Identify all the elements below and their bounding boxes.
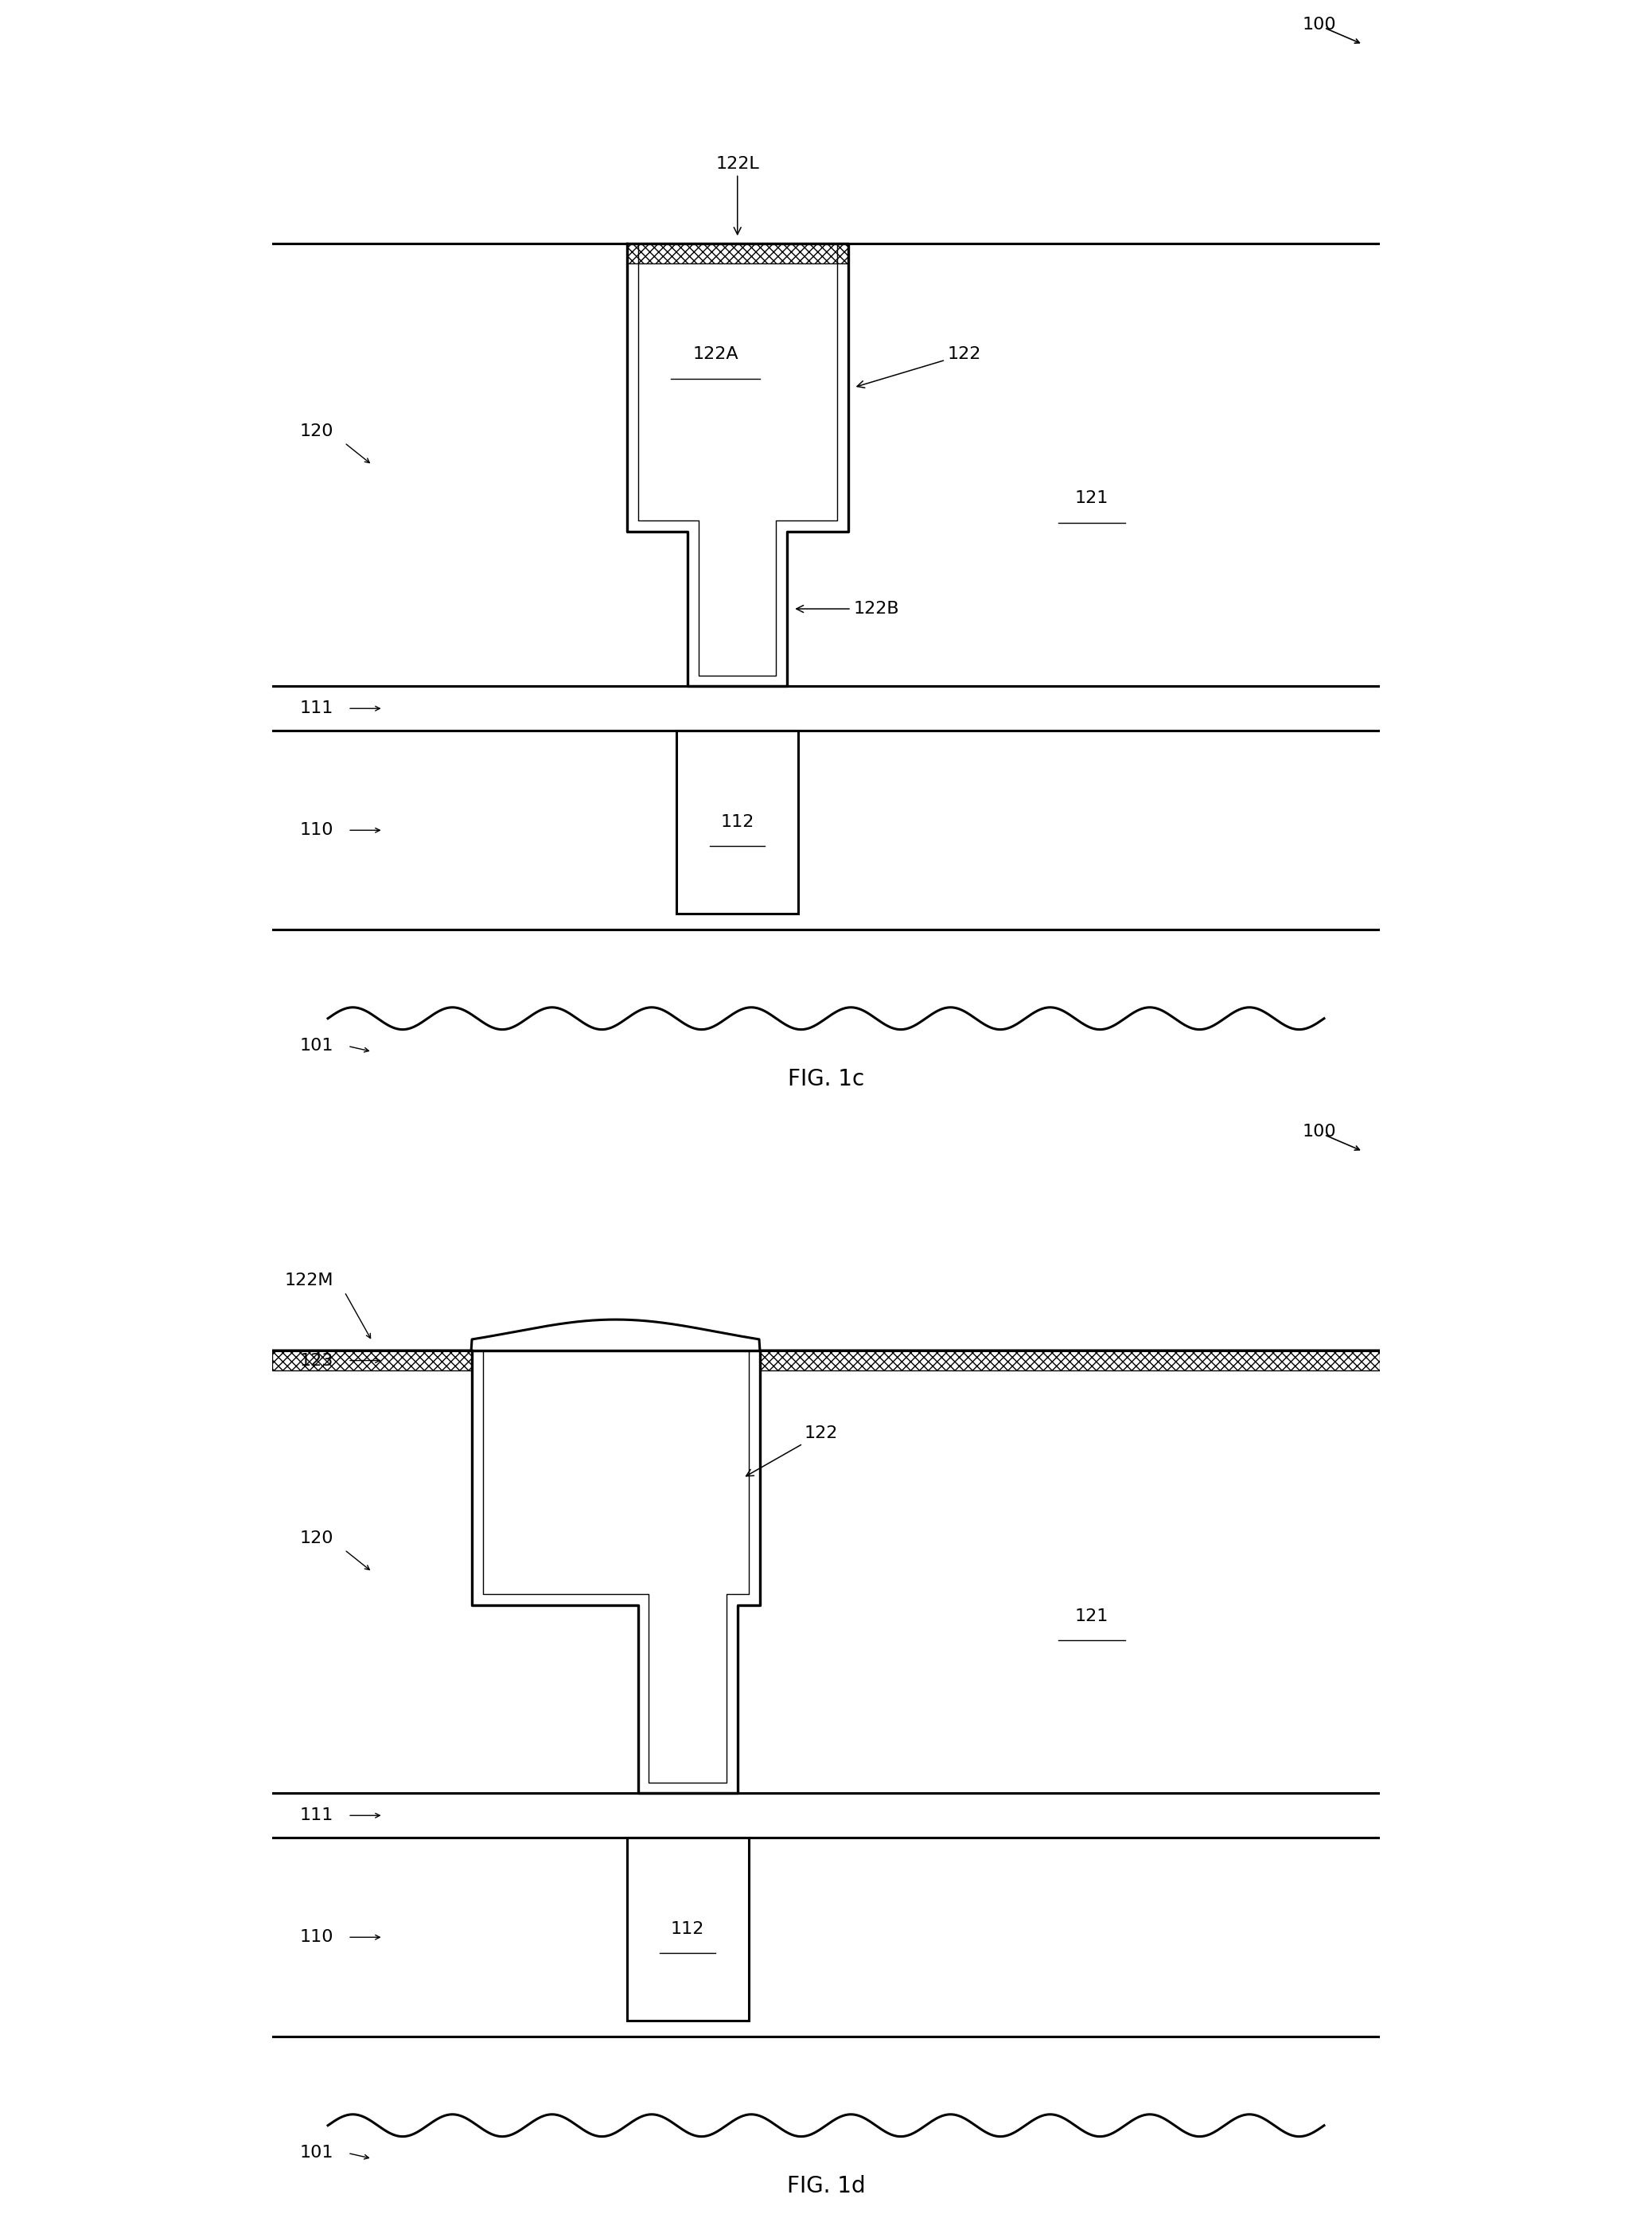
Polygon shape xyxy=(472,1351,760,1793)
Text: 122: 122 xyxy=(857,345,981,387)
Text: FIG. 1d: FIG. 1d xyxy=(786,2174,866,2199)
Text: 111: 111 xyxy=(299,700,334,717)
Text: 120: 120 xyxy=(299,423,334,441)
Text: 111: 111 xyxy=(299,1807,334,1824)
Bar xyxy=(273,686,1379,731)
Bar xyxy=(273,1351,1379,1793)
Bar xyxy=(626,244,847,263)
Polygon shape xyxy=(626,244,847,686)
Polygon shape xyxy=(626,244,847,686)
Text: 112: 112 xyxy=(720,815,755,830)
Bar xyxy=(273,1793,1379,1838)
Text: 122B: 122B xyxy=(796,600,900,618)
Bar xyxy=(681,735,795,908)
Text: 112: 112 xyxy=(671,1922,704,1937)
Text: 100: 100 xyxy=(1302,1125,1336,1140)
Bar xyxy=(273,1351,472,1370)
Text: 101: 101 xyxy=(299,1038,334,1054)
Polygon shape xyxy=(472,1351,760,1793)
Bar xyxy=(273,731,1379,930)
Text: 110: 110 xyxy=(299,1928,334,1946)
Bar xyxy=(626,1838,748,2019)
Text: 123: 123 xyxy=(299,1353,334,1368)
Text: 122: 122 xyxy=(747,1426,838,1477)
Text: FIG. 1c: FIG. 1c xyxy=(788,1067,864,1092)
Text: 110: 110 xyxy=(299,821,334,839)
Bar xyxy=(677,731,798,912)
Bar xyxy=(760,1351,1379,1370)
Text: 122A: 122A xyxy=(692,345,738,363)
Text: 122L: 122L xyxy=(715,155,760,235)
Bar xyxy=(631,1842,743,2015)
Text: 120: 120 xyxy=(299,1530,334,1548)
Bar xyxy=(631,1988,743,2015)
Bar xyxy=(273,244,1379,686)
Bar xyxy=(273,1838,1379,2037)
Text: 100: 100 xyxy=(1302,15,1336,33)
Text: 122M: 122M xyxy=(284,1273,334,1289)
Text: 121: 121 xyxy=(1075,1607,1108,1625)
Text: 121: 121 xyxy=(1075,489,1108,507)
Text: 101: 101 xyxy=(299,2145,334,2161)
